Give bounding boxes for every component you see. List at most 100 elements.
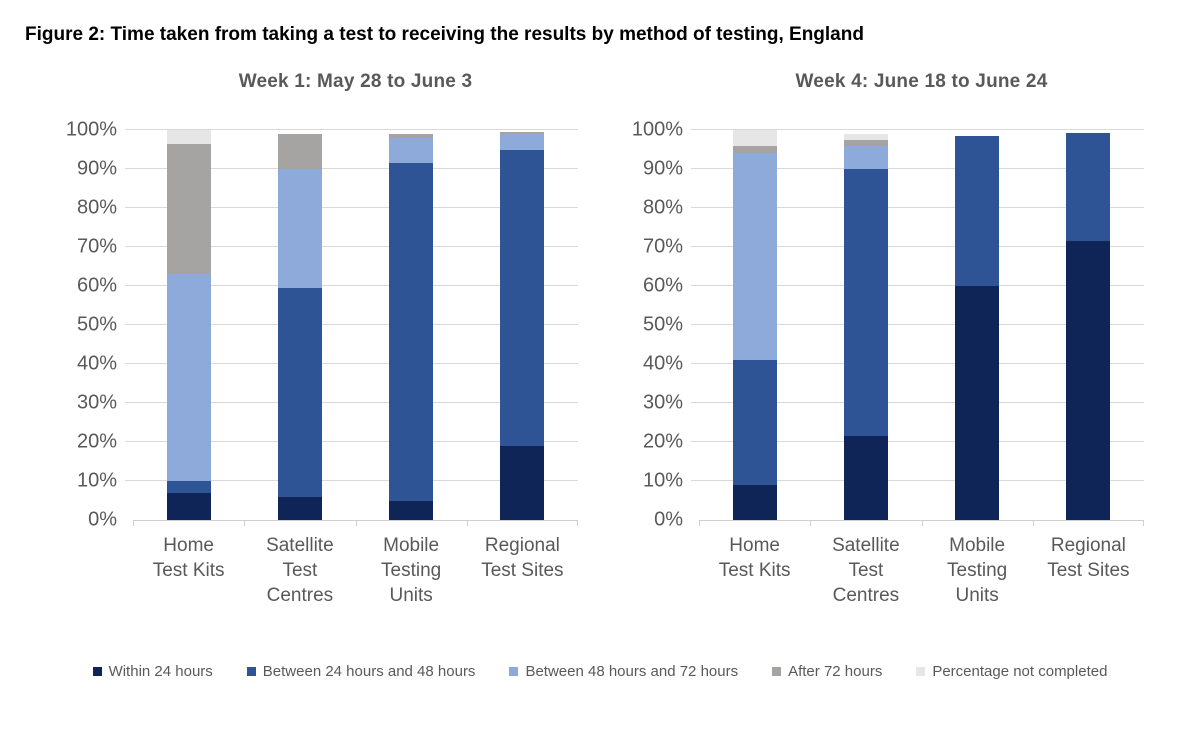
legend: Within 24 hours Between 24 hours and 48 h… <box>0 663 1200 680</box>
grid-line <box>125 285 578 286</box>
legend-label: Within 24 hours <box>108 663 213 680</box>
stacked-bar <box>500 130 545 520</box>
legend-swatch <box>92 667 102 676</box>
bar-segment <box>277 133 322 170</box>
grid-line <box>691 363 1144 364</box>
bar-segment <box>843 436 888 520</box>
bar-segment <box>843 169 888 437</box>
grid-line <box>125 402 578 403</box>
plot-row: 0% 10% 20% 30% 40% 50% 60% 70% 80% 90% 100% <box>38 119 578 531</box>
y-tick-label: 100% <box>65 118 117 141</box>
stacked-bar <box>277 130 322 520</box>
bar-segment <box>277 287 322 497</box>
legend-swatch <box>509 667 519 676</box>
y-tick-label: 70% <box>642 235 683 258</box>
x-category-label: Regional Test Sites <box>481 535 564 581</box>
grid-line <box>125 363 578 364</box>
grid-line <box>691 246 1144 247</box>
bar-segment <box>166 481 211 493</box>
bar-segment <box>732 360 777 485</box>
legend-label: Between 48 hours and 72 hours <box>525 663 739 680</box>
legend-item: Between 24 hours and 48 hours <box>246 663 476 680</box>
x-category-label: Home Test Kits <box>152 535 225 581</box>
bar-segment <box>955 135 1000 286</box>
y-tick-label: 30% <box>642 391 683 414</box>
grid-line <box>125 324 578 325</box>
grid-line <box>691 285 1144 286</box>
bar-segment <box>166 130 211 144</box>
bar-segment <box>166 274 211 482</box>
chart-title-week4: Week 4: June 18 to June 24 <box>795 71 1048 92</box>
x-category-label: Mobile Testing Units <box>381 535 442 606</box>
plot-area-week4 <box>691 129 1144 526</box>
chart-week1: Week 1: May 28 to June 3 0% 10% 20% 30% 40% 5… <box>38 70 578 608</box>
y-tick-label: 20% <box>642 430 683 453</box>
x-axis-tick <box>699 520 700 526</box>
bar-segment <box>955 286 1000 520</box>
bar-segment <box>277 169 322 288</box>
bar-segment <box>500 133 545 150</box>
grid-line <box>691 324 1144 325</box>
x-category-label: Satellite Test Centres <box>266 535 334 606</box>
y-tick-label: 40% <box>642 352 683 375</box>
y-tick-label: 10% <box>642 469 683 492</box>
y-tick-label: 70% <box>76 235 117 258</box>
bar-segment <box>843 133 888 140</box>
y-axis-week4: 0% 10% 20% 30% 40% 50% 60% 70% 80% 90% 100% <box>604 119 699 531</box>
grid-line <box>691 441 1144 442</box>
x-axis-tick <box>810 520 812 526</box>
stacked-bar <box>955 130 1000 520</box>
x-category-label: Regional Test Sites <box>1047 535 1130 581</box>
y-axis-week1: 0% 10% 20% 30% 40% 50% 60% 70% 80% 90% 100% <box>38 119 133 531</box>
bar-segment <box>500 445 545 520</box>
stacked-bar <box>166 130 211 520</box>
x-axis-tick <box>1032 520 1034 526</box>
y-tick-label: 100% <box>631 118 683 141</box>
y-tick-label: 0% <box>654 508 683 531</box>
plot-area-week1 <box>125 129 578 526</box>
figure-title: Figure 2: Time taken from taking a test … <box>25 24 864 45</box>
bar-segment <box>732 153 777 361</box>
bar-segment <box>166 492 211 520</box>
grid-line <box>691 168 1144 169</box>
grid-line <box>125 480 578 481</box>
y-tick-label: 90% <box>642 157 683 180</box>
x-category-label: Home Test Kits <box>718 535 791 581</box>
bar-segment <box>843 145 888 170</box>
x-axis-tick <box>577 520 578 526</box>
bar-segment <box>389 500 434 520</box>
y-tick-label: 50% <box>76 313 117 336</box>
bar-segment <box>732 130 777 146</box>
bar-segment <box>166 143 211 275</box>
chart-week4: Week 4: June 18 to June 24 0% 10% 20% 30% 40… <box>604 70 1144 608</box>
legend-swatch <box>772 667 782 676</box>
y-tick-label: 10% <box>76 469 117 492</box>
x-axis-tick <box>244 520 246 526</box>
x-axis-tick <box>1143 520 1144 526</box>
stacked-bar <box>389 130 434 520</box>
legend-item: Within 24 hours <box>92 663 213 680</box>
bar-segment <box>843 139 888 146</box>
bar-segment <box>732 484 777 520</box>
x-axis-labels-week1: Home Test Kits Satellite Test Centres Mobi… <box>133 521 578 608</box>
grid-line <box>125 129 578 130</box>
legend-item: Percentage not completed <box>916 663 1107 680</box>
legend-item: After 72 hours <box>772 663 882 680</box>
grid-line <box>125 441 578 442</box>
x-axis-tick <box>133 520 134 526</box>
bar-segment <box>500 149 545 446</box>
chart-title-week1: Week 1: May 28 to June 3 <box>238 71 473 92</box>
bar-segment <box>389 163 434 501</box>
y-tick-label: 20% <box>76 430 117 453</box>
stacked-bar <box>732 130 777 520</box>
grid-line <box>691 207 1144 208</box>
grid-line <box>125 246 578 247</box>
x-axis-tick <box>466 520 468 526</box>
stacked-bar <box>1066 130 1111 520</box>
x-axis-labels-week4: Home Test Kits Satellite Test Centres Mobi… <box>699 521 1144 608</box>
legend-label: After 72 hours <box>788 663 883 680</box>
legend-label: Between 24 hours and 48 hours <box>262 663 476 680</box>
charts-row: Week 1: May 28 to June 3 0% 10% 20% 30% 40% 5… <box>38 70 1200 608</box>
bar-segment <box>277 496 322 520</box>
y-tick-label: 60% <box>76 274 117 297</box>
